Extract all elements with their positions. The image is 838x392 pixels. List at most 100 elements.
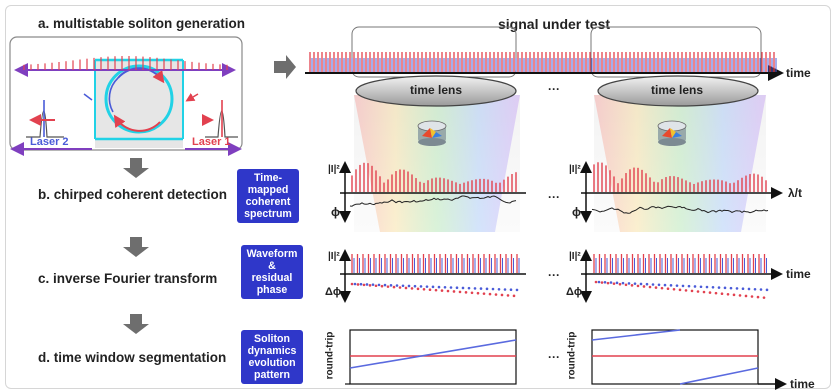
down-arrow-icon: [123, 237, 149, 257]
phase-dot: [503, 288, 507, 291]
phase-dot: [693, 285, 697, 288]
lens-device-icon: [657, 120, 687, 146]
phase-dot: [353, 282, 357, 286]
phase-dot: [371, 283, 375, 286]
time-lens-right: [594, 75, 766, 232]
phase-dot: [473, 287, 477, 290]
phase-dot: [645, 282, 649, 286]
phase-dot: [362, 283, 366, 287]
phase-dot: [431, 285, 435, 289]
phase-dot: [669, 284, 673, 287]
phase-dot: [714, 291, 718, 295]
time-lens-left: [354, 75, 520, 232]
phase-dot: [762, 296, 766, 299]
phase-dot: [711, 286, 715, 289]
phase-dot: [690, 289, 694, 293]
box-c-line: phase: [256, 284, 288, 296]
phase-dot: [708, 291, 712, 294]
phase-dot: [600, 281, 604, 284]
step-a-label: a. multistable soliton generation: [38, 16, 246, 31]
phase-dot: [699, 285, 703, 289]
phase-dot: [488, 292, 492, 296]
intensity-label-b-right: |I|²: [569, 164, 581, 175]
phase-dot: [696, 290, 700, 293]
phase-dot: [687, 284, 691, 288]
phase-dot: [720, 292, 724, 296]
phase-dot: [380, 284, 384, 288]
phase-dot: [404, 286, 408, 290]
figure-frame: [5, 5, 831, 389]
phase-dot: [642, 285, 646, 288]
phase-dot: [648, 285, 652, 289]
time-mapped-spectrum-box: Time- mapped coherent spectrum: [237, 169, 299, 223]
phase-dot: [735, 287, 739, 290]
phase-dot: [392, 285, 396, 289]
phase-dot: [479, 287, 483, 290]
box-d-line: evolution: [248, 357, 296, 369]
box-b-line: Time-: [253, 172, 283, 184]
phase-dot: [449, 286, 453, 289]
phi-label-right: ϕ: [572, 205, 581, 219]
phase-dot: [398, 286, 402, 289]
phase-dot: [425, 285, 429, 288]
down-arrow-icon: [123, 314, 149, 334]
phase-dot: [428, 288, 432, 292]
phase-dot: [753, 287, 757, 291]
phase-dot: [603, 280, 607, 284]
phase-dot: [350, 282, 354, 286]
round-trip-label-left: round-trip: [324, 331, 336, 380]
phase-dot: [630, 284, 634, 287]
down-arrow-icon: [123, 158, 149, 178]
time-lens-right-label: time lens: [651, 83, 704, 97]
phase-dot: [657, 283, 661, 287]
time-lens-left-label: time lens: [410, 83, 463, 97]
phase-dot: [455, 286, 459, 290]
phase-dot: [606, 281, 610, 285]
phase-dot: [509, 288, 513, 292]
phase-dot: [615, 281, 619, 285]
phase-dot: [594, 280, 598, 284]
laser-1-label: Laser 1: [192, 136, 231, 148]
phase-dot: [738, 294, 742, 297]
phase-dot: [750, 295, 754, 298]
step-c-label: c. inverse Fourier transform: [38, 271, 218, 286]
step-d-label: d. time window segmentation: [38, 350, 227, 365]
phase-dot: [440, 289, 444, 292]
phase-dot: [678, 288, 682, 292]
box-c-line: Waveform: [246, 248, 298, 260]
phase-dot: [621, 281, 625, 285]
box-c-line: &: [268, 260, 276, 272]
phi-label-left: ϕ: [331, 205, 340, 219]
phase-dot: [756, 295, 760, 299]
phase-dot: [741, 287, 745, 290]
phase-dot: [368, 284, 372, 287]
phase-dot: [377, 283, 381, 287]
phase-dot: [512, 294, 516, 298]
phase-dot: [476, 291, 480, 295]
phase-dot: [672, 287, 676, 291]
time-axis-label-mid: time: [786, 267, 811, 281]
box-c-line: residual: [251, 272, 293, 284]
phase-dot: [636, 284, 640, 288]
ellipsis-spectrum: ···: [548, 190, 560, 204]
phase-dot: [705, 285, 709, 289]
phase-dot: [654, 286, 658, 289]
phase-dot: [494, 293, 498, 296]
phase-dot: [434, 288, 438, 292]
phase-dot: [729, 286, 733, 290]
phase-dot: [666, 287, 670, 290]
laser-2-label: Laser 2: [30, 136, 69, 148]
phase-dot: [419, 285, 423, 288]
spectrum-axes: [339, 161, 783, 223]
phase-dot: [383, 283, 387, 287]
phase-dot: [452, 290, 456, 293]
time-axis-label-bottom: time: [790, 377, 815, 391]
phase-dot: [374, 284, 378, 288]
intensity-label-b-left: |I|²: [328, 164, 340, 175]
soliton-generation-panel: [9, 36, 243, 156]
signal-under-test: [305, 26, 784, 81]
phase-dot: [597, 280, 601, 284]
phase-dot: [681, 284, 685, 288]
phase-dot: [624, 283, 628, 287]
phase-dot: [410, 287, 414, 290]
